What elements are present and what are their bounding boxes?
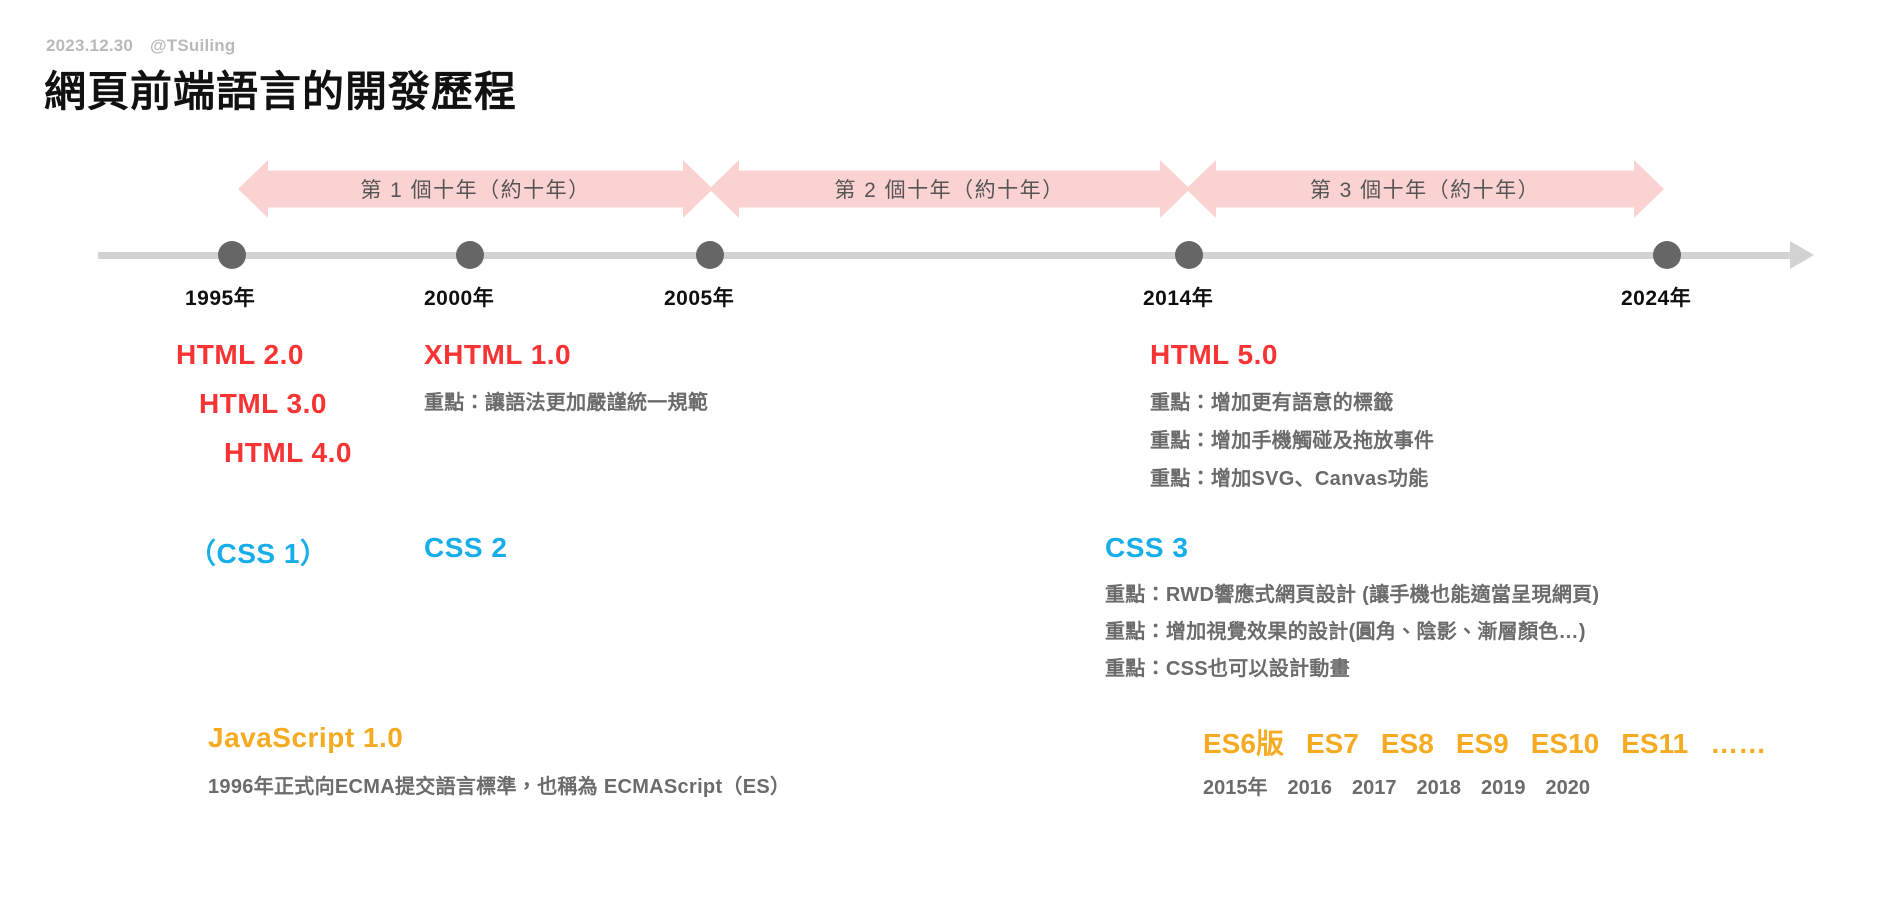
css-3-note-2: 重點：增加視覺效果的設計(圓角、陰影、漸層顏色…)	[1105, 621, 1586, 643]
timeline-dot-2005	[696, 241, 724, 269]
xhtml-1-0-label: XHTML 1.0	[424, 339, 572, 370]
ecmascript-year-row: 2015年 2016 2017 2018 2019 2020	[1203, 771, 1590, 800]
byline: 2023.12.30 @TSuiling	[46, 36, 235, 56]
css-3-label: CSS 3	[1105, 532, 1189, 563]
es-version-more: ……	[1710, 728, 1767, 759]
byline-handle: @TSuiling	[150, 36, 236, 55]
html-5-0-note-1: 重點：增加更有語意的標籤	[1150, 392, 1394, 414]
ecmascript-version-row: ES6版 ES7 ES8 ES9 ES10 ES11 ……	[1203, 722, 1766, 762]
decade-band-3: 第 3 個十年（約十年）	[1186, 160, 1664, 218]
javascript-1-0-note: 1996年正式向ECMA提交語言標準，也稱為 ECMAScript（ES）	[208, 776, 791, 798]
decade-band-3-label: 第 3 個十年（約十年）	[1309, 179, 1541, 202]
es-version-10: ES10	[1530, 728, 1600, 759]
xhtml-1-0-note: 重點：讓語法更加嚴謹統一規範	[424, 392, 709, 414]
html-2-0-label: HTML 2.0	[176, 339, 304, 370]
es-version-9: ES9	[1455, 728, 1509, 759]
es-year-2015: 2015年	[1203, 777, 1268, 799]
timeline-dot-2000	[456, 241, 484, 269]
es-year-2018: 2018	[1416, 777, 1462, 799]
es-year-2020: 2020	[1545, 777, 1591, 799]
decade-band-2-label: 第 2 個十年（約十年）	[834, 179, 1065, 202]
css-1-label: （CSS 1）	[188, 538, 329, 569]
decade-band-1: 第 1 個十年（約十年）	[238, 160, 713, 218]
year-label-2014: 2014年	[1143, 287, 1214, 310]
javascript-1-0-label: JavaScript 1.0	[208, 722, 404, 753]
decade-band-1-label: 第 1 個十年（約十年）	[360, 179, 591, 202]
year-label-1995: 1995年	[185, 287, 256, 310]
css-3-note-3: 重點：CSS也可以設計動畫	[1105, 658, 1351, 680]
decade-band-2: 第 2 個十年（約十年）	[709, 160, 1190, 218]
es-version-7: ES7	[1305, 728, 1359, 759]
year-label-2024: 2024年	[1621, 287, 1692, 310]
es-version-11: ES11	[1621, 728, 1689, 759]
es-version-6: ES6版	[1203, 728, 1284, 759]
timeline-dot-2014	[1175, 241, 1203, 269]
es-year-2019: 2019	[1481, 777, 1526, 799]
page-title: 網頁前端語言的開發歷程	[44, 68, 518, 115]
year-label-2000: 2000年	[424, 287, 495, 310]
css-3-note-1: 重點：RWD響應式網頁設計 (讓手機也能適當呈現網頁)	[1105, 584, 1600, 606]
html-4-0-label: HTML 4.0	[224, 437, 352, 468]
html-5-0-note-3: 重點：增加SVG、Canvas功能	[1150, 468, 1429, 490]
timeline-arrow-icon	[1790, 241, 1814, 269]
html-5-0-label: HTML 5.0	[1150, 339, 1278, 370]
timeline-axis	[98, 252, 1798, 259]
es-year-2017: 2017	[1352, 777, 1397, 799]
timeline-dot-1995	[218, 241, 246, 269]
es-year-2016: 2016	[1287, 777, 1333, 799]
byline-date: 2023.12.30	[46, 36, 134, 55]
html-3-0-label: HTML 3.0	[199, 388, 327, 419]
year-label-2005: 2005年	[664, 287, 735, 310]
es-version-8: ES8	[1380, 728, 1434, 759]
timeline-dot-2024	[1653, 241, 1681, 269]
css-2-label: CSS 2	[424, 532, 508, 563]
html-5-0-note-2: 重點：增加手機觸碰及拖放事件	[1150, 430, 1435, 452]
